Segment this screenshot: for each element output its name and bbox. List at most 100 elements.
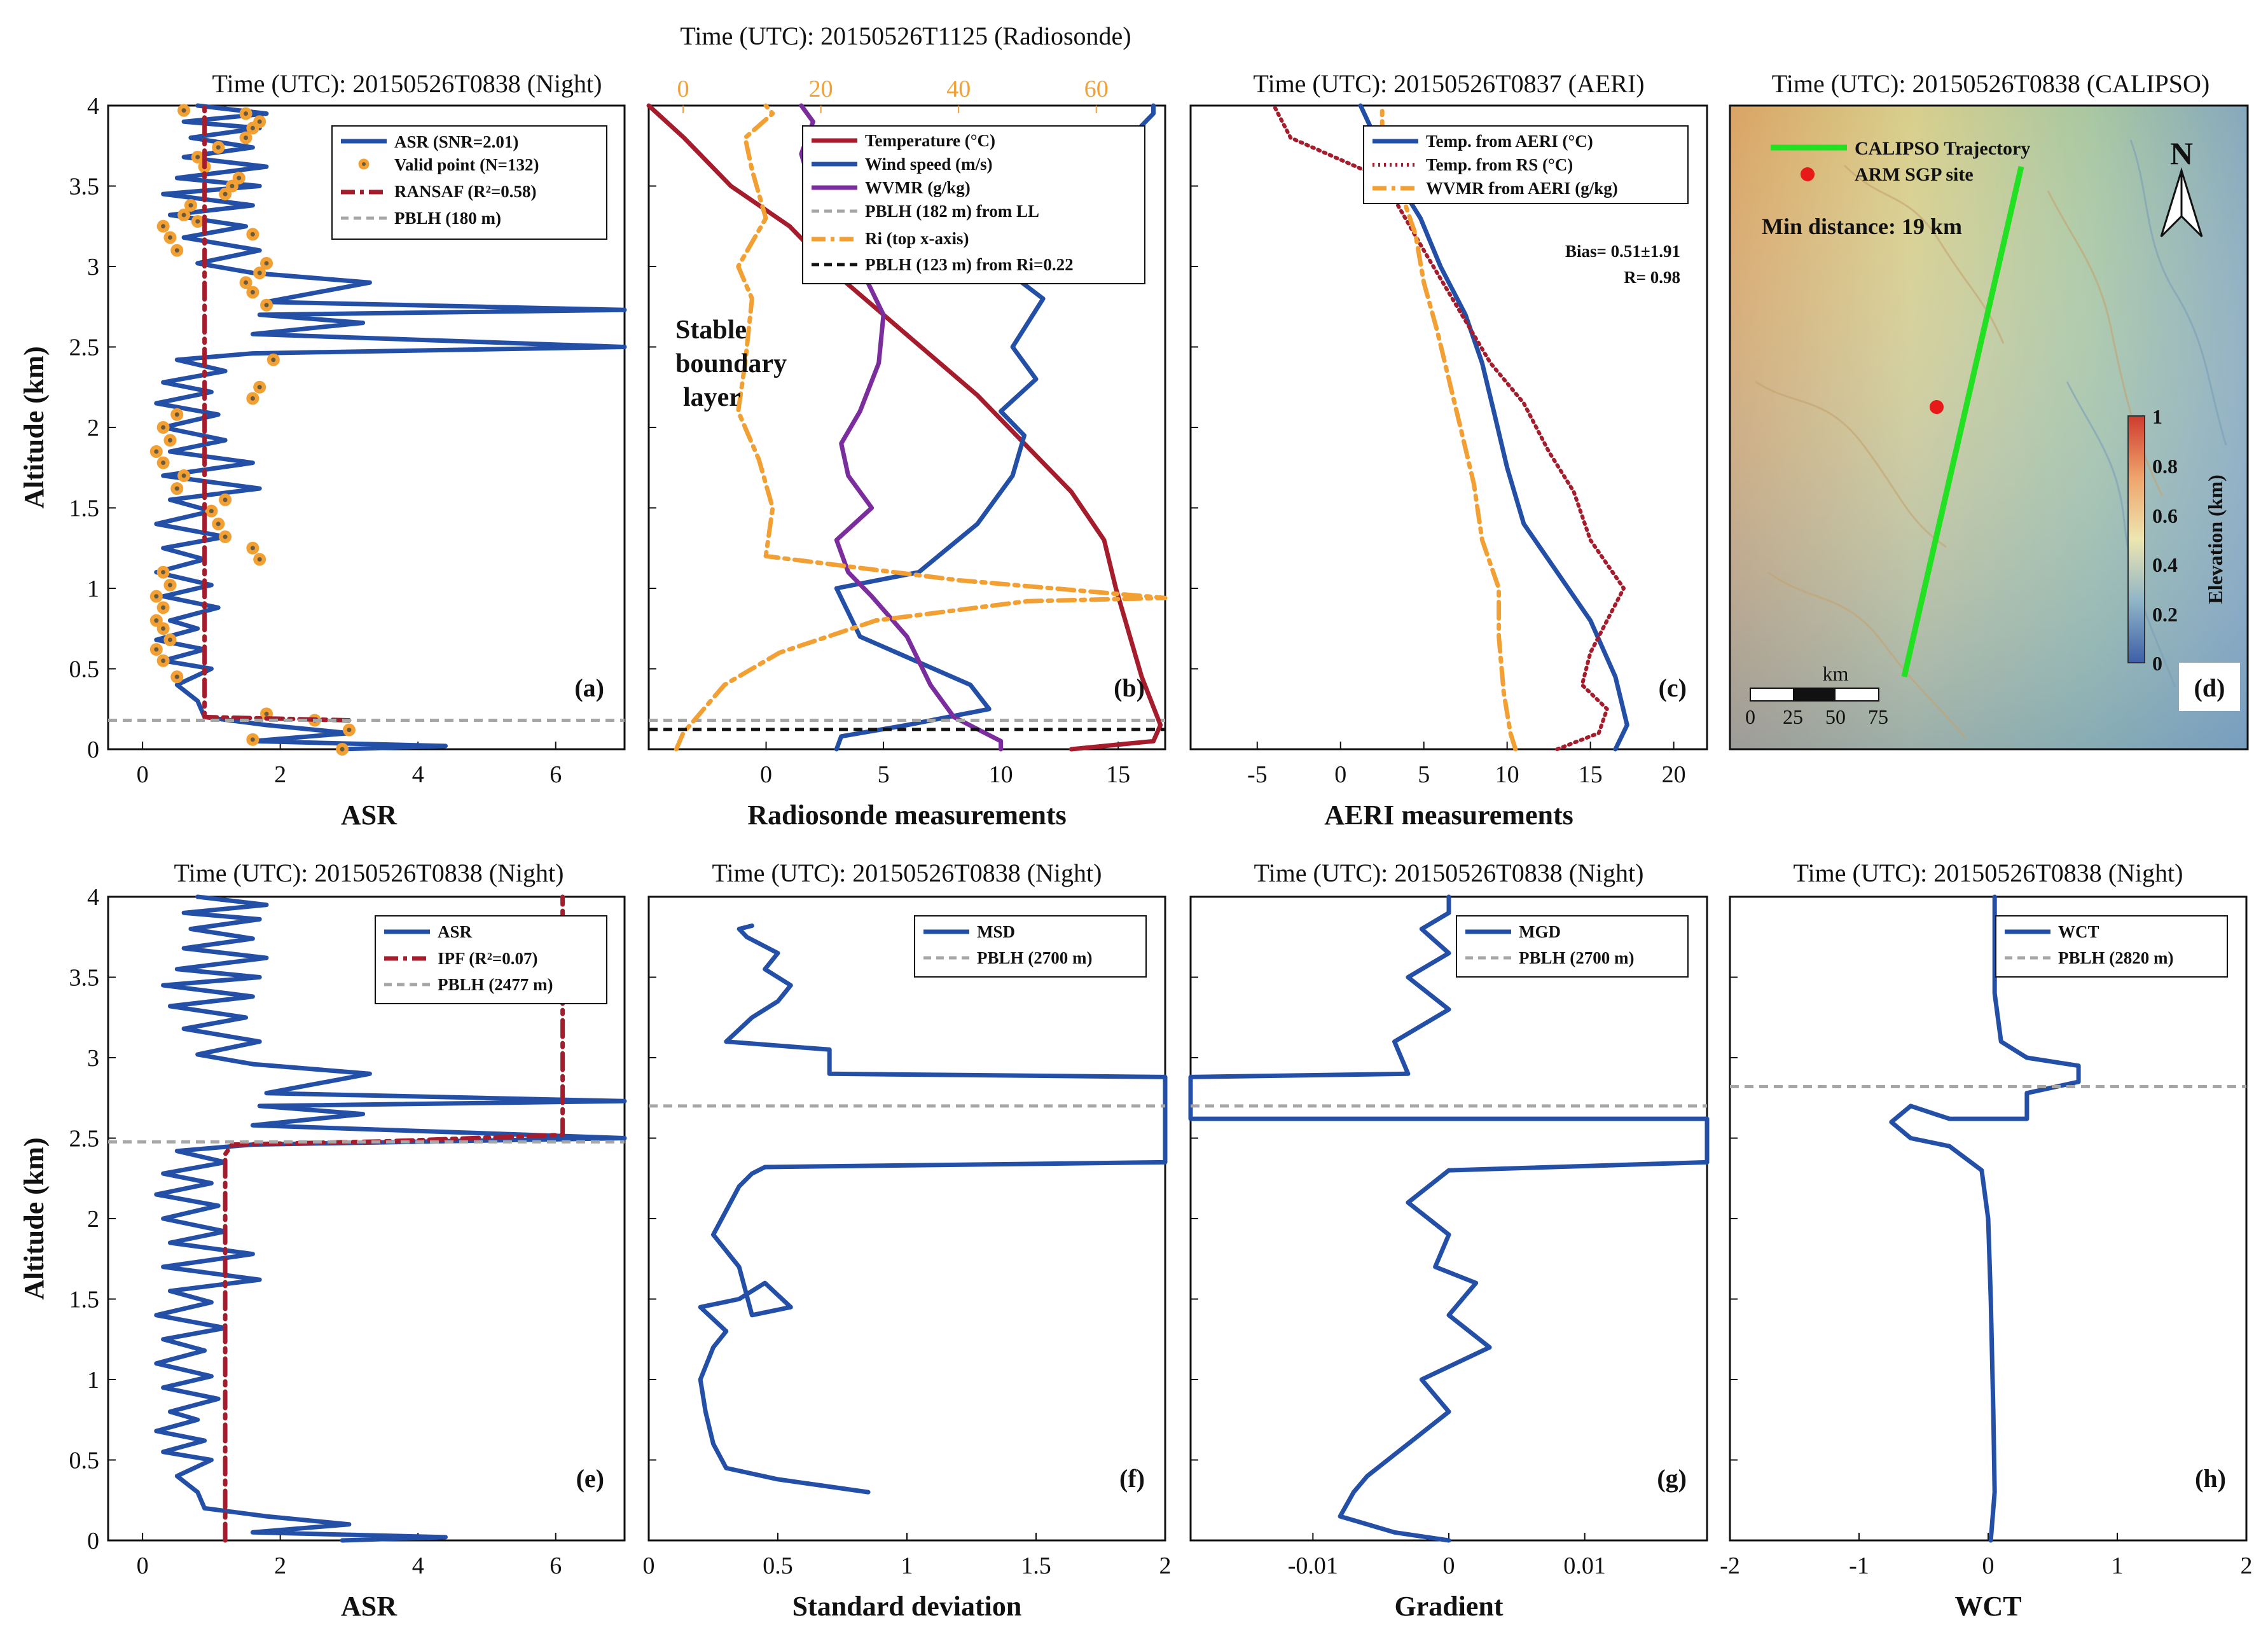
legend-box-c [1363, 125, 1689, 204]
legend-e: ASR IPF (R²=0.07) PBLH (2477 m) [375, 915, 607, 1004]
series-a-1-point-center [167, 235, 172, 240]
ytick-label-a: 3 [87, 254, 99, 280]
legend-text-pblh-ll: PBLH (182 m) from LL [865, 202, 1039, 221]
series-a-0-line [154, 103, 627, 752]
ticks-h: -2 -1 0 1 2 [1720, 896, 2253, 1579]
ytick-label-e: 3 [87, 1045, 99, 1072]
series-a-1-point-center [244, 135, 249, 141]
xtick-label-e: 4 [412, 1553, 424, 1579]
panel-label-f: (f) [1119, 1464, 1145, 1493]
series-a-1-point-center [167, 583, 172, 588]
xlabel-c: AERI measurements [1324, 799, 1573, 831]
ticks-e: 0 2 4 6 0 0.5 1 1.5 2 2.5 3 3.5 4 [69, 884, 562, 1579]
legend-text-site: ARM SGP site [1855, 164, 1974, 185]
series-a-1-point-center [340, 747, 345, 752]
panel-f: Time (UTC): 20150526T0838 (Night) 0 0.5 1 1… [643, 859, 1172, 1622]
title-d: Time (UTC): 20150526T0838 (CALIPSO) [1772, 69, 2210, 98]
xlabel-b: Radiosonde measurements [747, 799, 1067, 831]
xtick-label-a: 2 [274, 761, 286, 788]
series-a-1-point-center [271, 357, 276, 363]
series-a-1-point-center [257, 270, 262, 275]
terrain-shade [1730, 106, 2248, 749]
series-a-1-point-center [195, 155, 200, 160]
panel-h: Time (UTC): 20150526T0838 (Night) -2 -1 0 1… [1720, 859, 2252, 1622]
series-a-1-point-center [257, 385, 262, 390]
series-a-1-point-center [154, 647, 159, 652]
scale-bar: km 0 25 50 75 [1745, 662, 1888, 728]
xtick-label-g: -0.01 [1288, 1553, 1338, 1579]
colorbar-tick-0-4: 0.4 [2152, 553, 2178, 576]
xtick-label-e: 2 [274, 1553, 286, 1579]
series-a-1-point-center [264, 261, 269, 266]
xtick-label-a: 4 [412, 761, 424, 788]
data-g [1188, 894, 1710, 1543]
legend-box-g [1456, 915, 1689, 978]
legend-text-rs-temp: Temp. from RS (°C) [1426, 155, 1573, 174]
series-a-1-point-center [161, 605, 166, 610]
legend-box-a [331, 125, 607, 240]
xtick-label-c: 15 [1579, 761, 1603, 788]
colorbar-ramp [2127, 415, 2145, 663]
xtick-label-a: 6 [550, 761, 562, 788]
series-a-1-point-center [223, 191, 228, 197]
xtick-label-h: 0 [1982, 1553, 1995, 1579]
annotation-layer: layer [683, 383, 741, 412]
xtick-label-h: 1 [2112, 1553, 2124, 1579]
legend-text-wct: WCT [2058, 922, 2099, 941]
series-a-1-point-center [174, 412, 179, 417]
legend-h: WCT PBLH (2820 m) [1995, 915, 2228, 978]
series-a-1-point-center [161, 425, 166, 430]
panel-c: Time (UTC): 20150526T0837 (AERI) -5 0 5 10 1… [1189, 69, 1708, 831]
legend-text-asr: ASR (SNR=2.01) [394, 132, 518, 151]
legend-text-pblh-f: PBLH (2700 m) [977, 948, 1093, 967]
xtick-label-c: 5 [1418, 761, 1430, 788]
ytick-label-a: 4 [87, 93, 99, 120]
xtick-label-a: 0 [137, 761, 149, 788]
xtick-label-b: 10 [989, 761, 1013, 788]
xtick-label-h: -1 [1849, 1553, 1869, 1579]
scale-tick-0: 0 [1745, 705, 1755, 728]
legend-text-pblh-ri: PBLH (123 m) from Ri=0.22 [865, 255, 1074, 274]
legend-text-aeri-wvmr: WVMR from AERI (g/kg) [1426, 179, 1618, 198]
series-a-1-point-center [257, 119, 262, 124]
data-f [649, 923, 1168, 1495]
legend-text-temperature: Temperature (°C) [865, 131, 995, 150]
xtick-label-f: 1 [901, 1553, 913, 1579]
axes-frame-f [647, 896, 1166, 1542]
series-c-1-line [1272, 104, 1626, 751]
series-a-1-point-center [154, 618, 159, 623]
series-e-0-line [154, 894, 627, 1543]
ylabel-e: Altitude (km) [18, 1137, 50, 1299]
xtick-label-c: -5 [1247, 761, 1268, 788]
series-a-1-point-center [167, 637, 172, 642]
title-c: Time (UTC): 20150526T0837 (AERI) [1253, 69, 1644, 98]
series-a-1-point-center [250, 125, 255, 130]
terrain-texture [1755, 164, 2164, 738]
legend-box-h [1995, 915, 2228, 978]
colorbar-tick-0: 0 [2152, 652, 2162, 675]
ytick-label-a: 2.5 [69, 335, 100, 361]
xlabel-e: ASR [341, 1591, 398, 1622]
series-a-1-point-center [188, 203, 193, 208]
panel-label-e: (e) [576, 1464, 604, 1493]
annotation-boundary: boundary [675, 349, 787, 378]
legend-text-valid-point: Valid point (N=132) [394, 155, 539, 174]
series-a-1-point-center [174, 486, 179, 491]
legend-g: MGD PBLH (2700 m) [1456, 915, 1689, 978]
top-xtick-label-b: 20 [809, 76, 833, 102]
top-xtick-label-b: 60 [1084, 76, 1109, 102]
legend-text-pblh-g: PBLH (2700 m) [1519, 948, 1635, 967]
top-xtick-label-b: 40 [946, 76, 971, 102]
series-e-1-line [223, 894, 565, 1543]
legend-swatch-site [1801, 167, 1815, 181]
series-a-1-point-center [161, 224, 166, 229]
xtick-label-h: -2 [1720, 1553, 1740, 1579]
ytick-label-e: 0.5 [69, 1448, 100, 1474]
xtick-label-b: 5 [878, 761, 890, 788]
series-a-1-point-center [264, 711, 269, 716]
colorbar-label: Elevation (km) [2204, 474, 2227, 604]
legend-c: Temp. from AERI (°C) Temp. from RS (°C) … [1363, 125, 1689, 204]
legend-b: Temperature (°C) Wind speed (m/s) WVMR (… [802, 125, 1145, 284]
colorbar-tick-0-2: 0.2 [2152, 603, 2178, 626]
